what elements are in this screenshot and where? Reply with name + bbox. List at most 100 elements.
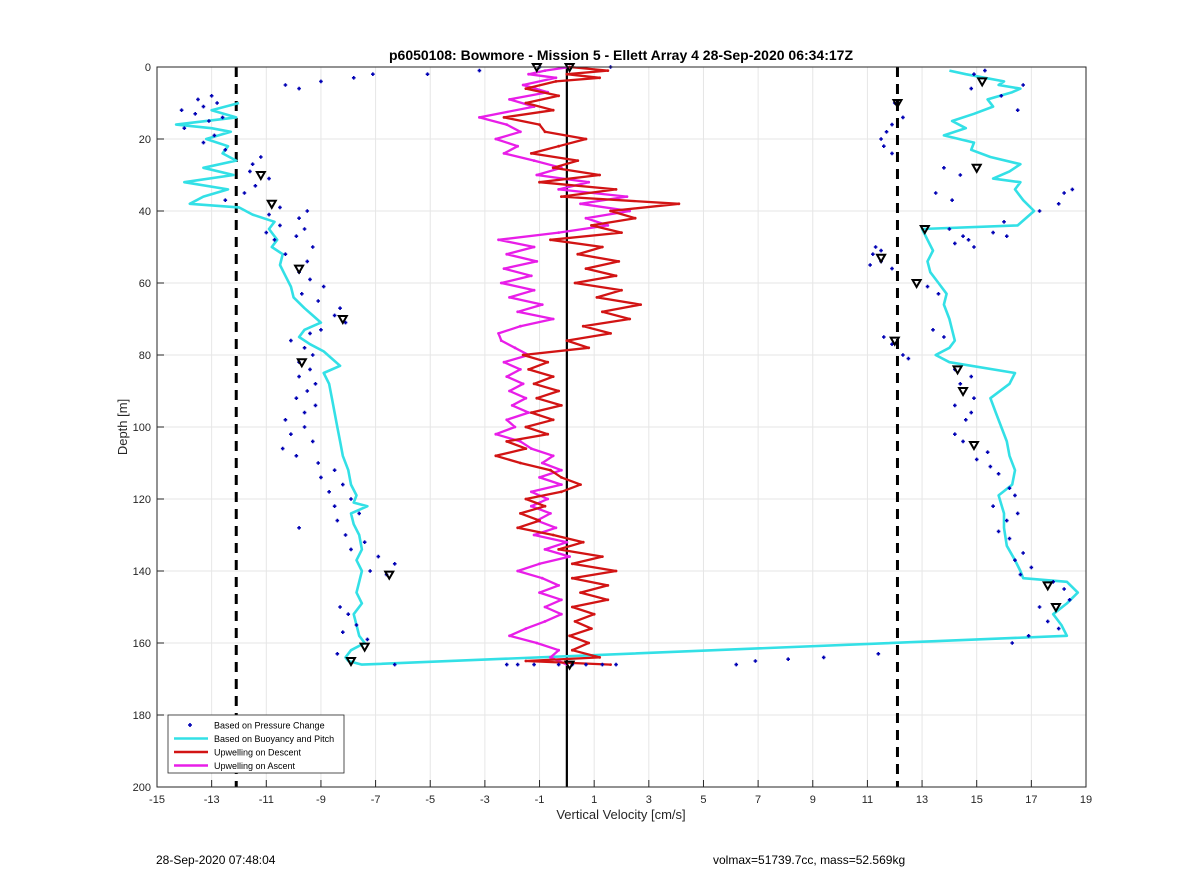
descent-point <box>557 389 561 393</box>
ascent-point <box>524 627 528 630</box>
ascent-point <box>559 468 563 472</box>
descent-point <box>557 94 561 98</box>
pressure-change-point <box>1037 605 1042 609</box>
pressure-change-point <box>614 662 618 667</box>
descent-point <box>538 180 541 184</box>
pressure-change-point <box>264 230 269 235</box>
pressure-change-point <box>901 115 905 120</box>
descent-point <box>606 69 610 72</box>
descent-point <box>516 526 520 530</box>
pressure-change-point <box>283 252 288 256</box>
pressure-change-point <box>335 652 340 656</box>
ascent-point <box>527 72 530 76</box>
pressure-change-point <box>936 292 941 296</box>
triangle-marker <box>296 358 308 369</box>
pressure-change-point <box>278 205 282 210</box>
pressure-change-point <box>1021 551 1025 555</box>
pressure-change-point <box>890 151 894 156</box>
pressure-change-point <box>305 389 310 393</box>
pressure-change-point <box>310 245 315 249</box>
pressure-change-point <box>1037 209 1042 213</box>
descent-point <box>570 576 574 580</box>
pressure-change-point <box>280 446 285 451</box>
ascent-point <box>565 540 569 544</box>
descent-point <box>609 663 612 666</box>
ascent-point <box>497 332 500 335</box>
pressure-change-point <box>319 328 323 332</box>
pressure-change-point <box>259 155 263 159</box>
pressure-change-point <box>1013 558 1017 562</box>
ascent-point <box>505 123 509 126</box>
pressure-change-point <box>1026 634 1031 638</box>
descent-point <box>524 87 528 90</box>
triangle-marker <box>951 365 964 376</box>
pressure-change-point <box>179 108 184 112</box>
ascent-point <box>559 483 563 486</box>
pressure-change-point <box>267 176 271 181</box>
triangle-marker <box>919 225 931 236</box>
pressure-change-point <box>969 86 974 91</box>
pressure-change-point <box>1002 220 1006 224</box>
triangle-marker <box>875 253 887 264</box>
pressure-change-point <box>1070 187 1075 192</box>
pressure-change-point <box>786 657 790 661</box>
ascent-point <box>551 317 555 321</box>
x-tick-label: 3 <box>646 794 652 806</box>
descent-point <box>519 512 522 515</box>
pressure-change-point <box>972 396 976 400</box>
descent-point <box>579 591 582 594</box>
pressure-change-point <box>297 526 301 530</box>
y-axis-label: Depth [m] <box>115 399 130 455</box>
pressure-change-point <box>906 356 911 361</box>
pressure-change-point <box>1010 641 1015 645</box>
descent-point <box>570 562 574 566</box>
pressure-change-point <box>207 119 211 123</box>
triangle-marker <box>970 163 983 174</box>
pressure-change-point <box>996 472 1001 476</box>
descent-point <box>521 353 525 357</box>
ascent-point <box>540 303 544 306</box>
pressure-change-point <box>734 662 739 667</box>
ascent-point <box>494 432 498 436</box>
descent-point <box>600 245 604 249</box>
pressure-change-point <box>294 396 299 400</box>
pressure-change-point <box>947 227 952 231</box>
pressure-change-point <box>942 166 946 170</box>
pressure-change-point <box>321 284 326 289</box>
descent-point <box>606 584 610 587</box>
descent-point <box>532 382 536 386</box>
ascent-point <box>543 620 547 623</box>
pressure-change-point <box>961 439 965 444</box>
ascent-point <box>535 260 539 263</box>
ascent-point <box>516 310 520 314</box>
ascent-point <box>540 576 544 580</box>
ascent-point <box>499 339 503 342</box>
pressure-change-point <box>532 662 536 667</box>
pressure-change-point <box>332 468 337 472</box>
pressure-change-point <box>294 454 299 458</box>
ascent-point <box>529 490 533 494</box>
descent-point <box>549 468 552 472</box>
descent-point <box>559 490 563 494</box>
pressure-change-point <box>963 418 968 422</box>
ascent-point <box>529 504 533 508</box>
descent-point <box>554 80 558 83</box>
y-tick-label: 40 <box>139 206 151 218</box>
descent-point <box>524 447 528 450</box>
footer-timestamp: 28-Sep-2020 07:48:04 <box>156 853 276 867</box>
descent-point <box>584 267 588 270</box>
descent-point <box>551 108 555 112</box>
pressure-change-point <box>289 432 293 436</box>
ascent-point <box>502 152 506 155</box>
x-tick-label: -7 <box>371 794 381 806</box>
ascent-point <box>508 634 511 638</box>
ascent-point <box>559 598 563 602</box>
ascent-point <box>508 296 511 299</box>
pressure-change-point <box>933 191 938 195</box>
ascent-point <box>521 83 525 87</box>
ascent-point <box>497 238 500 242</box>
pressure-change-point <box>1018 572 1023 577</box>
ascent-point <box>538 591 541 594</box>
triangle-marker <box>1042 581 1054 592</box>
pressure-change-point <box>969 410 974 415</box>
